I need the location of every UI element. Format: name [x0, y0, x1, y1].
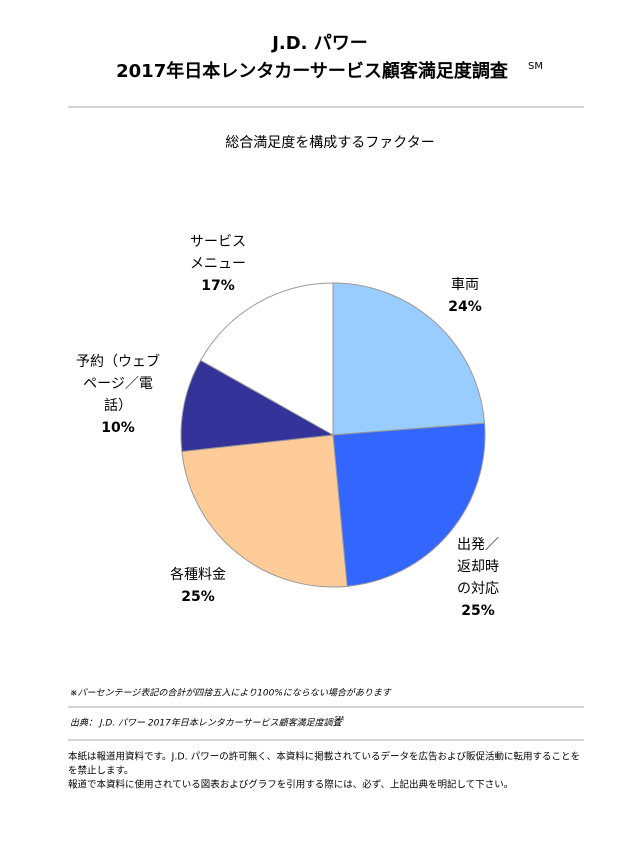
brand: J.D. パワー [270, 33, 368, 54]
title: 2017年日本レンタカーサービス顧客満足度調査 [116, 60, 508, 82]
value-label: 10% [101, 420, 135, 436]
pie-slice [199, 282, 334, 436]
disclaimer: 報道で本資料に使用されている図表およびグラフを引用する際には、必ず、上記出典を明… [68, 779, 513, 791]
chart-title: 総合満足度を構成するファクター [225, 135, 434, 151]
value-label: 24% [448, 299, 482, 315]
source-mark: SM [335, 716, 344, 723]
slice-label: 出発／返却時の対応 [457, 537, 499, 597]
value-label: 25% [181, 589, 215, 605]
pie-slice [332, 282, 486, 436]
pie-slice [332, 422, 486, 587]
value-label: 25% [461, 603, 495, 619]
slice-label: 予約（ウェブページ／電話） [76, 353, 160, 414]
disclaimer: を禁止します。 [68, 765, 134, 777]
value-label: 17% [201, 278, 235, 294]
slice-label: サービスメニュー [190, 234, 246, 272]
source: 出典： J.D. パワー 2017年日本レンタカーサービス顧客満足度調査 [70, 718, 344, 729]
pie [180, 282, 486, 588]
pie-slice [181, 434, 348, 588]
slice-label: 各種料金 [170, 567, 226, 583]
pie-slice [180, 359, 335, 453]
slice-label: 車両 [451, 276, 479, 293]
footnote: ※パーセンテージ表記の合計が四捨五入により100%にならない場合があります [70, 688, 392, 699]
disclaimer: 本紙は報道用資料です。J.D. パワーの許可無く、本資料に掲載されているデータを… [68, 751, 580, 763]
title-mark: SM [528, 61, 543, 72]
